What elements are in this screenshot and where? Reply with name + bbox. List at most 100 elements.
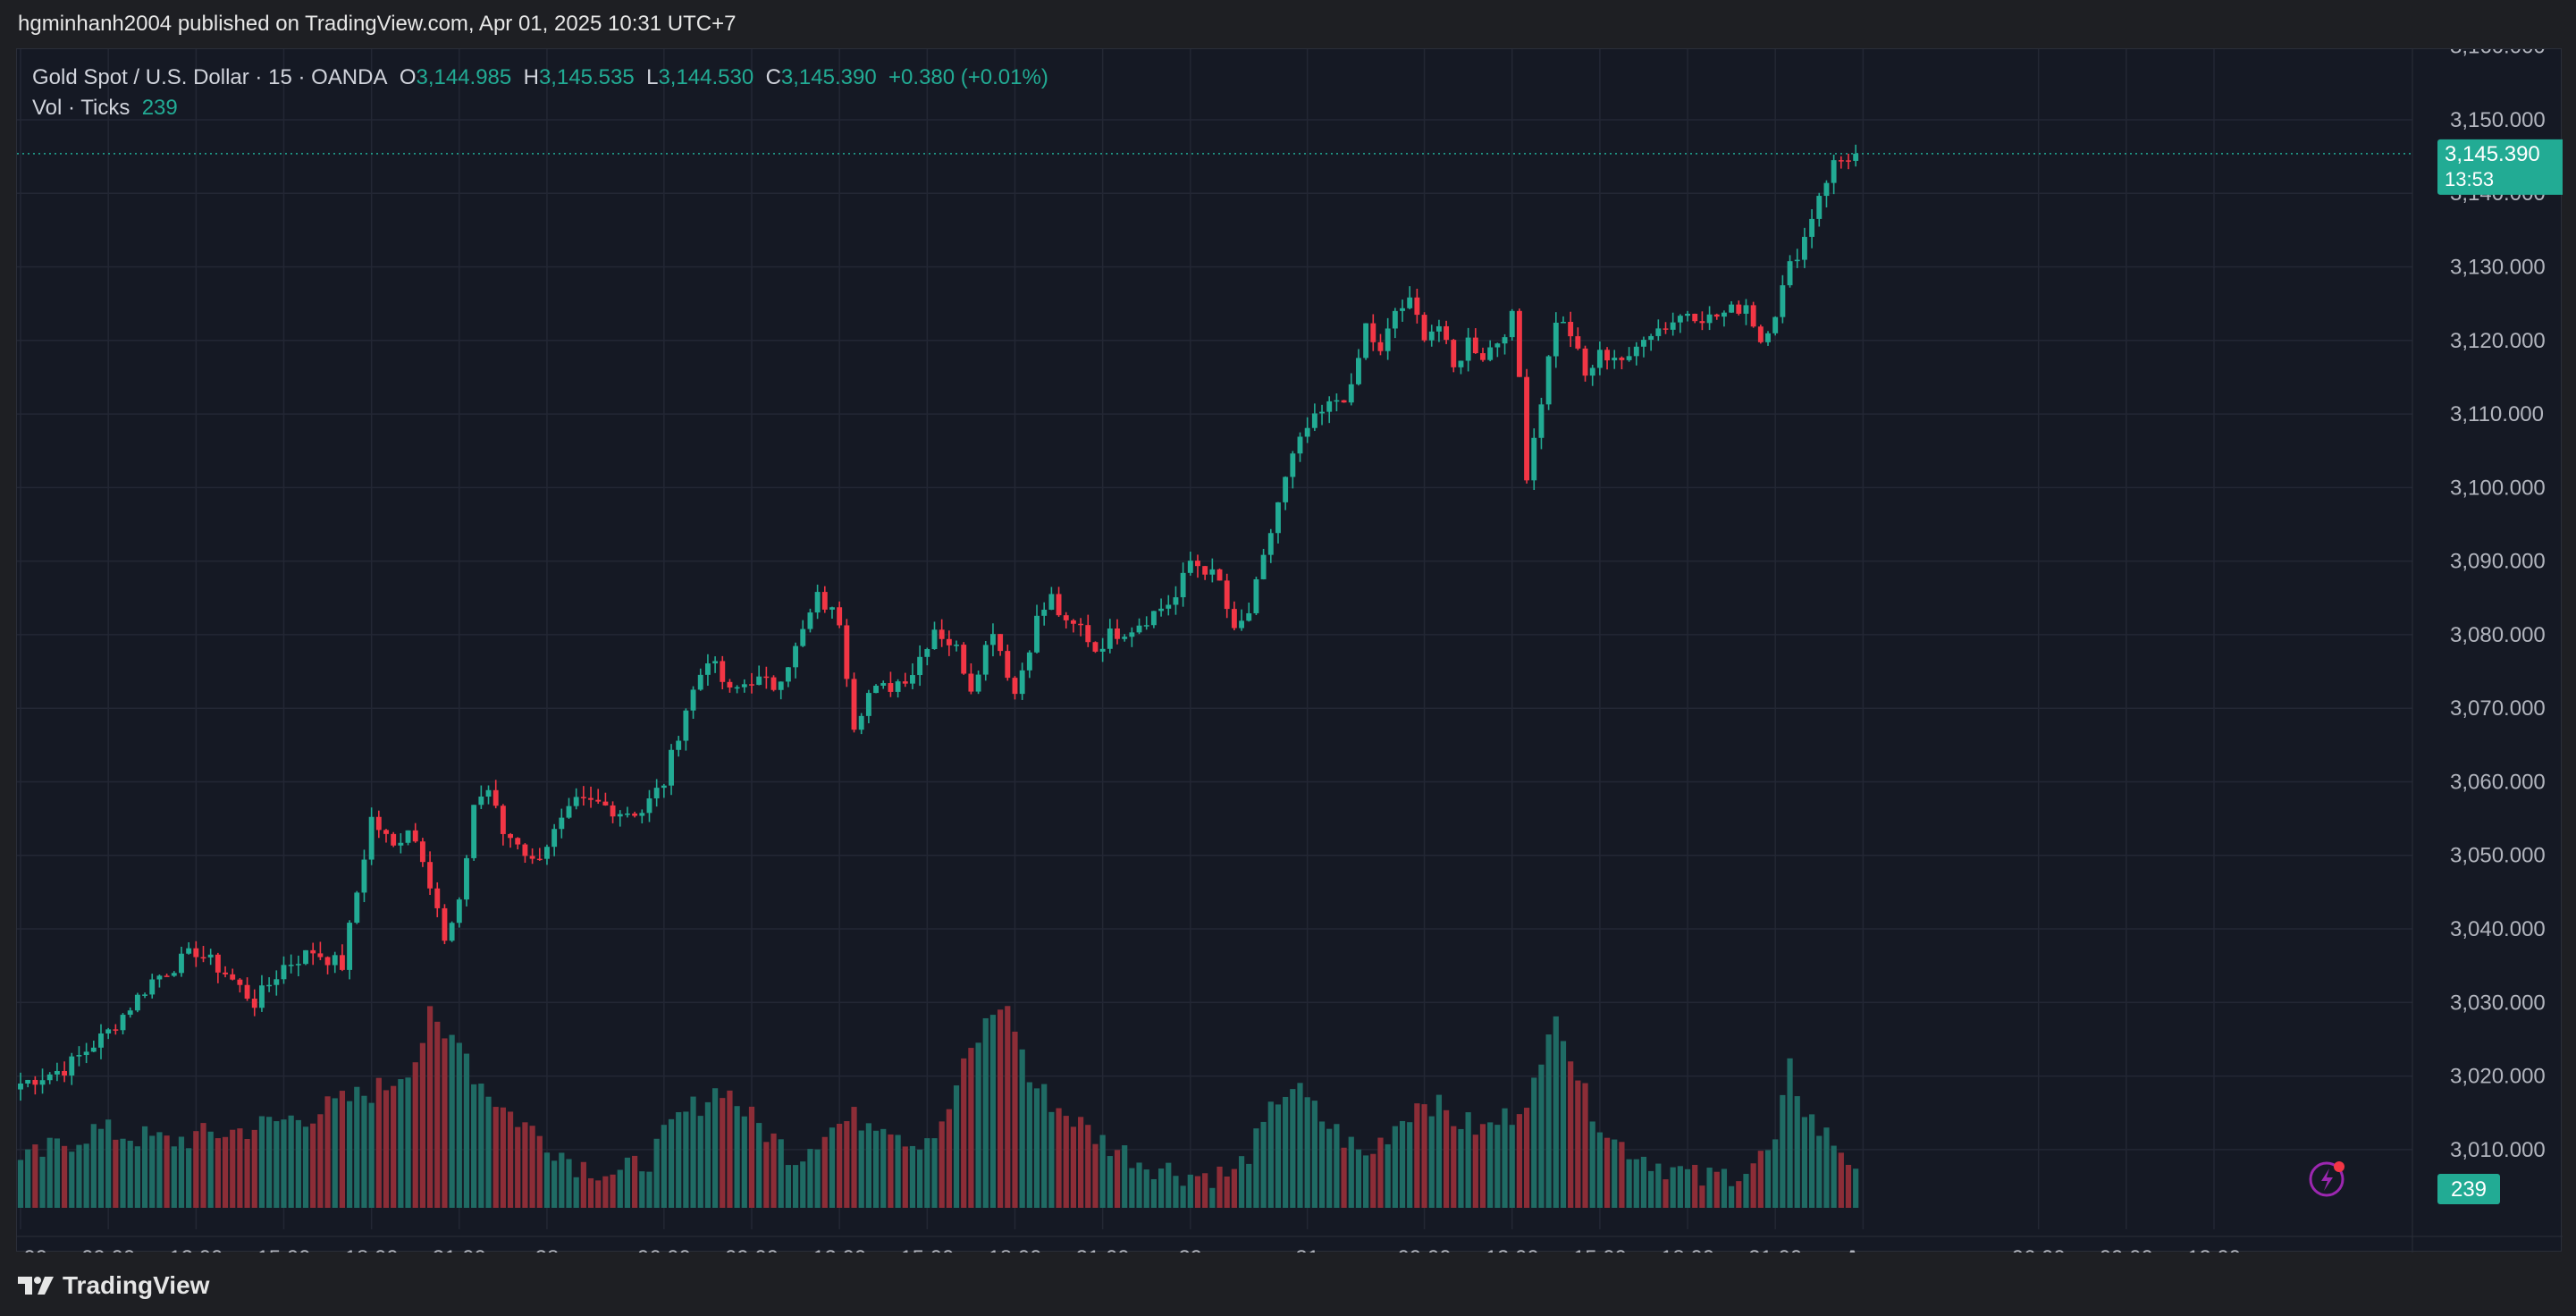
chart-frame[interactable]: 3,010.000 3,020.000 3,030.000 3,040.000 3,05…: [16, 48, 2563, 1253]
candle-body: [1823, 182, 1830, 197]
volume-bar: [492, 1107, 499, 1208]
candle-body: [1553, 322, 1559, 357]
volume-bar: [807, 1149, 813, 1208]
volume-bar: [580, 1161, 586, 1208]
volume-bar: [1743, 1174, 1749, 1208]
volume-bar: [1202, 1173, 1208, 1208]
candle-body: [1713, 314, 1720, 317]
volume-bar: [1648, 1170, 1654, 1208]
last-price-badge-bg: [2437, 139, 2563, 195]
volume-bar: [1150, 1178, 1158, 1208]
volume-bar: [1318, 1121, 1326, 1208]
time-tick-label: 12:00: [1486, 1246, 1539, 1253]
candle-body: [186, 948, 192, 954]
candle-body: [1663, 328, 1669, 330]
volume-value: 239: [141, 96, 178, 120]
candle-body: [851, 679, 857, 730]
volume-bar: [105, 1119, 112, 1208]
time-tick-label: 15:00: [257, 1246, 310, 1253]
volume-label[interactable]: Vol · Ticks: [32, 96, 130, 120]
lightning-alert-icon[interactable]: [2309, 1161, 2344, 1197]
candle-body: [485, 789, 492, 797]
candle-body: [1831, 160, 1837, 183]
volume-bar: [156, 1132, 163, 1208]
candle-body: [624, 813, 630, 815]
volume-bar: [720, 1098, 726, 1208]
candle-body: [1472, 337, 1478, 354]
price-tick-label: 3,160.000: [2450, 49, 2546, 59]
volume-bar: [1764, 1150, 1772, 1208]
volume-bar: [1780, 1094, 1786, 1208]
candle-body: [1334, 400, 1340, 402]
candle-body: [1092, 642, 1099, 652]
candle-body: [515, 838, 521, 845]
volume-bar: [193, 1131, 199, 1208]
volume-bar: [653, 1138, 660, 1208]
candle-body: [734, 687, 740, 689]
published-header: hgminhanh2004 published on TradingView.c…: [0, 0, 2576, 48]
price-tick-label: 3,040.000: [2450, 917, 2546, 941]
volume-bar: [1092, 1143, 1099, 1208]
candle-body: [924, 649, 930, 657]
volume-bar: [442, 1038, 448, 1208]
candle-body: [303, 949, 308, 965]
candle-body: [602, 801, 609, 806]
candle-body: [1348, 384, 1354, 403]
candle-body: [1246, 612, 1252, 621]
time-tick-label: 12:00: [2187, 1246, 2241, 1253]
volume-bar: [1706, 1168, 1713, 1208]
volume-bar: [1275, 1104, 1282, 1208]
volume-bar: [1772, 1139, 1779, 1208]
volume-bar: [909, 1145, 916, 1208]
volume-bar: [1494, 1125, 1501, 1208]
candle-body: [1239, 620, 1245, 628]
candle-body: [1787, 261, 1793, 286]
footer-brand[interactable]: TradingView: [18, 1268, 209, 1303]
volume-bar: [61, 1145, 68, 1208]
volume-bar: [522, 1122, 528, 1208]
candle-body: [1435, 325, 1442, 332]
volume-bar: [215, 1138, 221, 1208]
candle-body: [1224, 580, 1230, 610]
candle-body: [1407, 297, 1413, 308]
candle-body: [266, 984, 273, 987]
volume-bar: [332, 1098, 338, 1208]
candle-body: [134, 994, 140, 1011]
volume-bar: [800, 1161, 806, 1208]
volume-bar: [346, 1101, 353, 1208]
volume-bar: [1399, 1120, 1406, 1208]
time-tick-label: 21:00: [433, 1246, 486, 1253]
volume-bar: [610, 1174, 616, 1208]
volume-bar: [536, 1135, 543, 1208]
candle-body: [142, 994, 148, 996]
volume-bar: [566, 1159, 572, 1208]
candle-body: [1216, 569, 1223, 581]
candle-body: [741, 684, 747, 688]
candle-body: [697, 674, 703, 690]
candle-body: [1150, 611, 1157, 626]
candle-body: [1166, 604, 1172, 609]
candle-body: [931, 629, 938, 650]
symbol-name[interactable]: Gold Spot / U.S. Dollar · 15 · OANDA: [32, 65, 388, 89]
time-tick-label: 06:00: [2012, 1246, 2066, 1253]
candle-body: [193, 948, 199, 957]
volume-bar: [1670, 1167, 1676, 1208]
volume-bar: [1019, 1049, 1025, 1208]
volume-bar: [1216, 1166, 1223, 1208]
volume-bar: [149, 1135, 156, 1208]
time-tick-label: 29: [1178, 1246, 1202, 1253]
candle-body: [1070, 620, 1076, 624]
candle-body: [32, 1079, 38, 1085]
candle-body: [434, 888, 441, 908]
volume-bar: [1260, 1121, 1267, 1208]
volume-bar: [1033, 1088, 1040, 1208]
candle-body: [778, 681, 784, 690]
candle-body: [982, 645, 989, 675]
candle-body: [690, 689, 696, 711]
volume-bar: [1355, 1149, 1362, 1208]
candlestick-chart[interactable]: 3,010.000 3,020.000 3,030.000 3,040.000 3,05…: [17, 49, 2563, 1253]
candle-body: [1494, 343, 1501, 348]
candle-body: [580, 797, 586, 798]
close-label: C: [765, 65, 781, 89]
